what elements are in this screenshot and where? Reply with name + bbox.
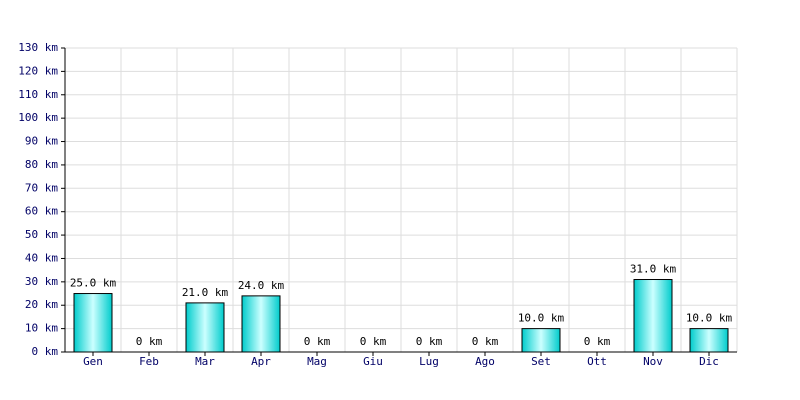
y-tick-label: 0 km: [32, 345, 59, 358]
value-label: 0 km: [360, 335, 387, 348]
x-tick-label: Dic: [699, 355, 719, 368]
y-tick-label: 50 km: [25, 228, 58, 241]
x-tick-label: Apr: [251, 355, 271, 368]
value-label: 0 km: [304, 335, 331, 348]
y-tick-label: 40 km: [25, 251, 58, 264]
x-tick-label: Lug: [419, 355, 439, 368]
bar: [521, 328, 561, 353]
y-tick-label: 130 km: [18, 41, 58, 54]
value-label: 21.0 km: [182, 286, 229, 299]
bar: [73, 293, 113, 353]
bar: [185, 302, 225, 353]
x-tick-label: Giu: [363, 355, 383, 368]
value-label: 0 km: [584, 335, 611, 348]
x-tick-label: Mag: [307, 355, 327, 368]
y-tick-label: 20 km: [25, 298, 58, 311]
y-tick-label: 100 km: [18, 111, 58, 124]
bar: [689, 328, 729, 353]
x-tick-label: Nov: [643, 355, 663, 368]
x-tick-label: Feb: [139, 355, 159, 368]
y-tick-label: 90 km: [25, 135, 58, 148]
value-label: 10.0 km: [518, 312, 565, 325]
x-tick-label: Ott: [587, 355, 607, 368]
y-tick-label: 10 km: [25, 322, 58, 335]
y-tick-label: 70 km: [25, 181, 58, 194]
value-label: 24.0 km: [238, 279, 285, 292]
y-tick-label: 120 km: [18, 64, 58, 77]
x-tick-label: Mar: [195, 355, 215, 368]
value-label: 0 km: [136, 335, 163, 348]
value-label: 0 km: [416, 335, 443, 348]
value-label: 25.0 km: [70, 277, 117, 290]
y-tick-label: 80 km: [25, 158, 58, 171]
value-label: 31.0 km: [630, 263, 677, 276]
x-tick-label: Ago: [475, 355, 495, 368]
y-tick-label: 30 km: [25, 275, 58, 288]
y-tick-label: 110 km: [18, 88, 58, 101]
x-tick-label: Set: [531, 355, 551, 368]
x-tick-label: Gen: [83, 355, 103, 368]
y-tick-label: 60 km: [25, 205, 58, 218]
value-label: 0 km: [472, 335, 499, 348]
bar: [241, 295, 281, 353]
bar: [633, 279, 673, 353]
value-label: 10.0 km: [686, 312, 733, 325]
